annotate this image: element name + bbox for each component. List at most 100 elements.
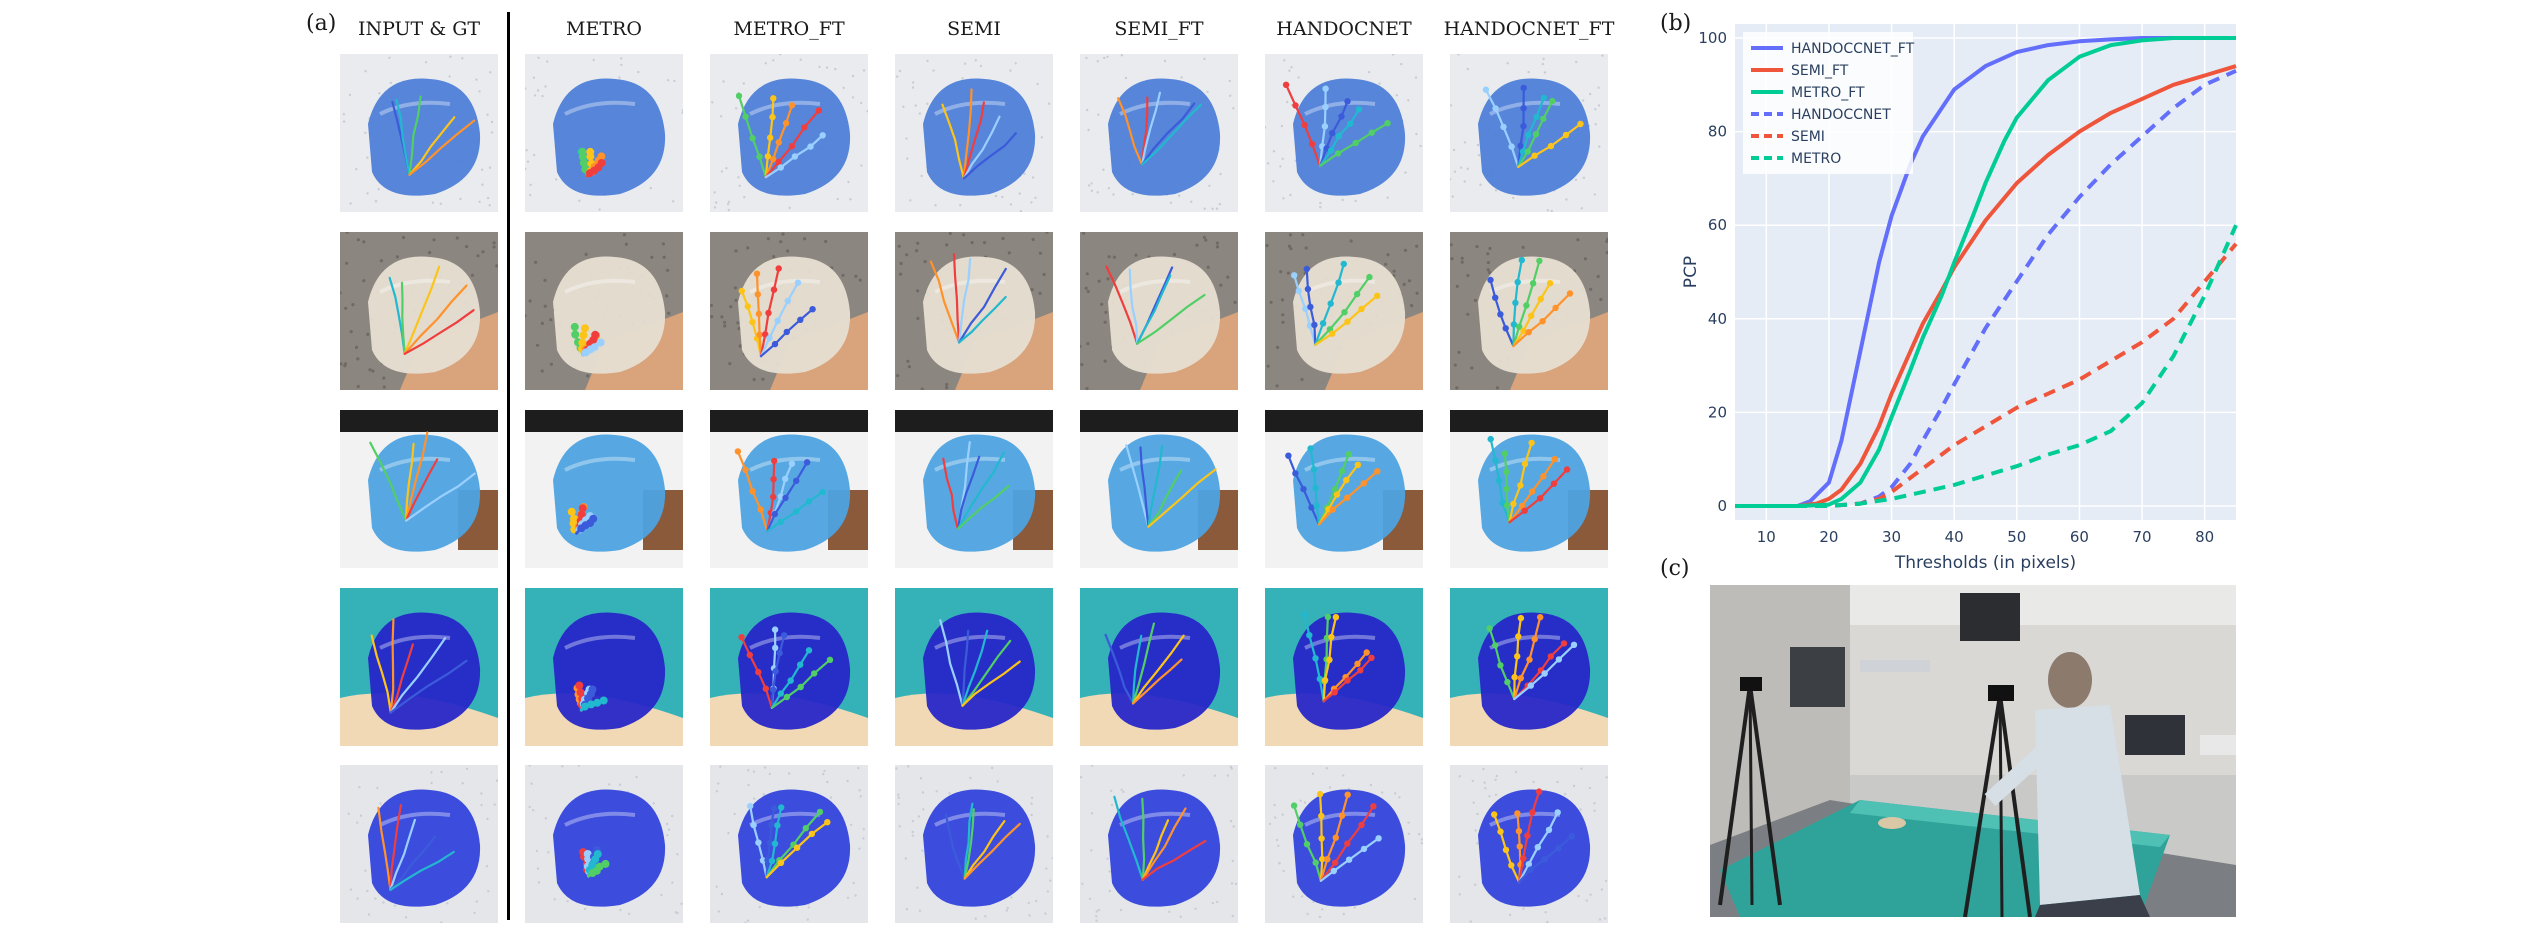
prediction-tile bbox=[340, 410, 498, 568]
prediction-tile bbox=[1450, 765, 1608, 923]
legend-label: SEMI bbox=[1791, 129, 1825, 145]
series-line bbox=[1735, 224, 2238, 508]
prediction-tile bbox=[710, 588, 868, 746]
prediction-tile bbox=[1265, 54, 1423, 212]
column-header: HANDOCNET bbox=[1276, 18, 1412, 40]
prediction-tile bbox=[895, 410, 1053, 568]
prediction-tile bbox=[1450, 232, 1608, 390]
y-tick-label: 100 bbox=[1698, 29, 1727, 47]
hand-image bbox=[1265, 588, 1423, 746]
prediction-tile bbox=[1265, 232, 1423, 390]
hand-image bbox=[710, 765, 868, 923]
hand-image bbox=[1080, 588, 1238, 746]
prediction-tile bbox=[340, 54, 498, 212]
prediction-tile bbox=[1265, 410, 1423, 568]
column-header: METRO bbox=[566, 18, 642, 40]
hand-image bbox=[525, 410, 683, 568]
x-tick-label: 80 bbox=[2195, 528, 2214, 546]
legend-label: METRO_FT bbox=[1791, 85, 1865, 101]
prediction-tile bbox=[525, 588, 683, 746]
column-header: METRO_FT bbox=[733, 18, 845, 40]
prediction-tile bbox=[710, 410, 868, 568]
legend-box bbox=[1743, 32, 1913, 174]
hand-image bbox=[340, 54, 498, 212]
prediction-tile bbox=[1450, 588, 1608, 746]
prediction-tile bbox=[710, 54, 868, 212]
hand-image bbox=[1080, 765, 1238, 923]
group-divider bbox=[507, 12, 510, 920]
hand-image bbox=[895, 54, 1053, 212]
column-header: SEMI_FT bbox=[1114, 18, 1204, 40]
column-header: SEMI bbox=[947, 18, 1001, 40]
hand-image bbox=[340, 588, 498, 746]
hand-image bbox=[1265, 232, 1423, 390]
prediction-tile bbox=[895, 765, 1053, 923]
prediction-tile bbox=[1265, 588, 1423, 746]
hand-image bbox=[525, 588, 683, 746]
hand-image bbox=[710, 588, 868, 746]
hand-image bbox=[710, 410, 868, 568]
hand-image bbox=[895, 410, 1053, 568]
hand-image bbox=[895, 588, 1053, 746]
x-tick-label: 20 bbox=[1819, 528, 1838, 546]
prediction-tile bbox=[1080, 588, 1238, 746]
prediction-tile bbox=[340, 765, 498, 923]
legend-label: HANDOCCNET_FT bbox=[1791, 41, 1915, 57]
hand-image bbox=[340, 410, 498, 568]
prediction-tile bbox=[895, 588, 1053, 746]
x-tick-label: 10 bbox=[1757, 528, 1776, 546]
hand-image bbox=[1080, 410, 1238, 568]
y-tick-label: 40 bbox=[1708, 310, 1727, 328]
panel-b-label: (b) bbox=[1660, 11, 1692, 36]
hand-image bbox=[1265, 410, 1423, 568]
prediction-tile bbox=[525, 410, 683, 568]
hand-image bbox=[1450, 232, 1608, 390]
x-tick-label: 30 bbox=[1882, 528, 1901, 546]
prediction-tile bbox=[525, 232, 683, 390]
y-tick-label: 20 bbox=[1708, 403, 1727, 421]
y-tick-label: 80 bbox=[1708, 123, 1727, 141]
hand-image bbox=[525, 232, 683, 390]
x-tick-label: 40 bbox=[1945, 528, 1964, 546]
prediction-tile bbox=[895, 54, 1053, 212]
y-tick-label: 60 bbox=[1708, 216, 1727, 234]
prediction-tile bbox=[1080, 54, 1238, 212]
x-tick-label: 60 bbox=[2070, 528, 2089, 546]
column-header: INPUT & GT bbox=[357, 18, 481, 40]
prediction-tile bbox=[525, 765, 683, 923]
x-axis-label: Thresholds (in pixels) bbox=[1894, 553, 2076, 572]
prediction-tile bbox=[1450, 410, 1608, 568]
legend-label: METRO bbox=[1791, 151, 1841, 167]
prediction-tile bbox=[1080, 410, 1238, 568]
prediction-tile bbox=[710, 765, 868, 923]
pcp-chart-svg: 10 20 30 40 50 60 70 80 0 20 40 60 80 100 Thresholds (… bbox=[1681, 24, 2238, 573]
series-line bbox=[1735, 64, 2237, 508]
prediction-tile bbox=[1265, 765, 1423, 923]
capture-setup-illustration bbox=[1710, 585, 2236, 917]
hand-image bbox=[525, 54, 683, 212]
hand-image bbox=[525, 765, 683, 923]
series-line bbox=[1735, 36, 2236, 508]
series-line bbox=[1735, 68, 2237, 508]
y-tick-label: 0 bbox=[1717, 497, 1727, 515]
prediction-tile bbox=[525, 54, 683, 212]
prediction-tile bbox=[1450, 54, 1608, 212]
hand-image bbox=[895, 232, 1053, 390]
column-header: HANDOCNET_FT bbox=[1443, 18, 1615, 40]
x-tick-label: 50 bbox=[2007, 528, 2026, 546]
prediction-tile bbox=[895, 232, 1053, 390]
hand-image bbox=[1080, 232, 1238, 390]
hand-image bbox=[1450, 765, 1608, 923]
series-line bbox=[1735, 242, 2238, 508]
panel-a-label: (a) bbox=[306, 11, 337, 36]
prediction-tile bbox=[710, 232, 868, 390]
hand-image bbox=[710, 232, 868, 390]
series-line bbox=[1735, 36, 2236, 508]
legend-label: HANDOCCNET bbox=[1791, 107, 1891, 123]
hand-image bbox=[1450, 588, 1608, 746]
prediction-tile bbox=[340, 232, 498, 390]
panel-c-label: (c) bbox=[1660, 556, 1690, 581]
hand-image bbox=[1450, 410, 1608, 568]
pcp-chart: 10 20 30 40 50 60 70 80 0 20 40 60 80 100 Thresholds (… bbox=[1680, 12, 2260, 573]
hand-image bbox=[895, 765, 1053, 923]
